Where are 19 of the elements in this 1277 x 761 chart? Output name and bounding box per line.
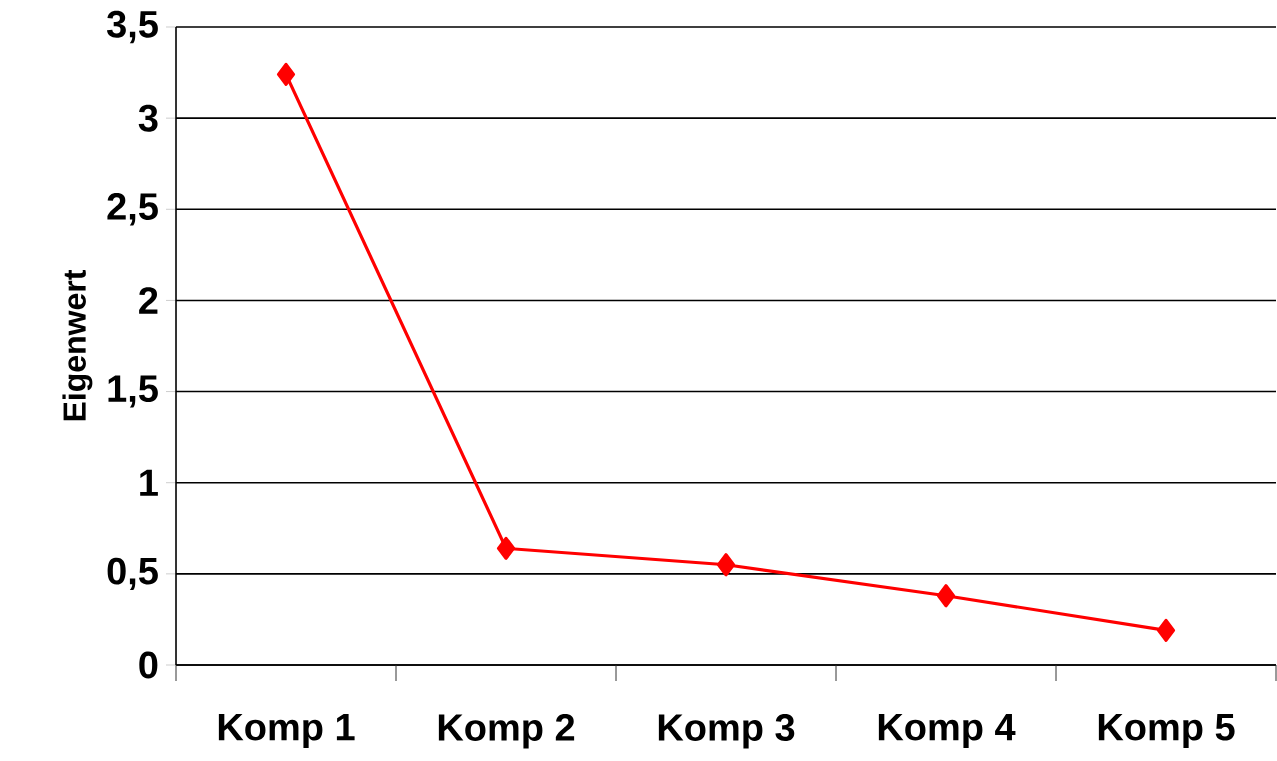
- point: [936, 584, 956, 608]
- point: [716, 553, 736, 577]
- y-tick-label: 2: [139, 287, 158, 314]
- point: [1156, 618, 1176, 642]
- y-tick-label: 2,5: [107, 193, 158, 226]
- y-tick-label: 3,5: [106, 10, 158, 44]
- point: [276, 62, 296, 86]
- x-tick-label: Komp 3: [658, 714, 795, 749]
- y-tick-label: 0: [139, 651, 158, 679]
- x-tick-label: Komp 5: [1098, 714, 1235, 749]
- x-tick-label: Komp 2: [438, 714, 575, 749]
- x-tick-label: Komp 1: [218, 714, 355, 749]
- y-tick-label: 3: [138, 104, 158, 132]
- point: [496, 536, 516, 560]
- y-axis-title: Eigenwert: [62, 269, 93, 421]
- x-tick-label: Komp 4: [878, 714, 1016, 749]
- y-tick-label: 0,5: [107, 557, 158, 591]
- y-tick-label: 1: [140, 469, 158, 496]
- y-tick-label: 1,5: [108, 375, 158, 408]
